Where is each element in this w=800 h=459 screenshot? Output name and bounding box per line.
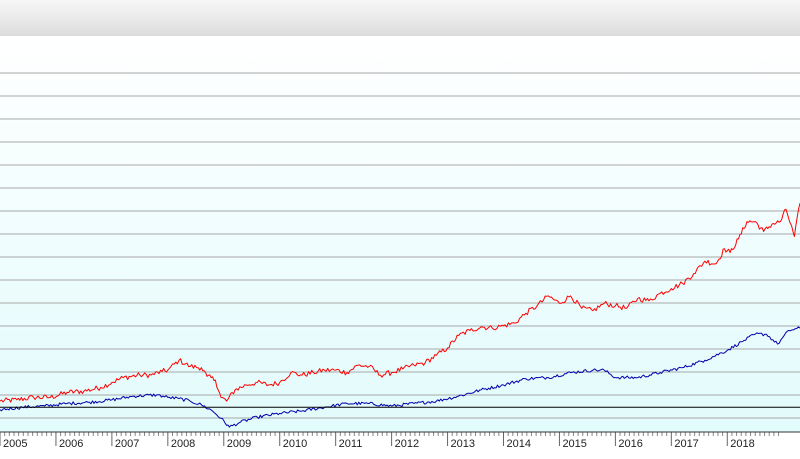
x-tick-label: 2014 (506, 438, 530, 450)
line-chart: 2005 2006 2007 2008 2009 2010 2011 2012 2013 2014… (0, 36, 800, 450)
series-line-red (0, 202, 800, 403)
x-tick-label: 2010 (283, 438, 307, 450)
x-tick-labels: 2005 2006 2007 2008 2009 2010 2011 2012 2013 2014… (3, 438, 755, 450)
gridlines (0, 72, 800, 419)
x-tick-label: 2005 (3, 438, 27, 450)
x-tick-label: 2006 (59, 438, 83, 450)
x-tick-label: 2009 (227, 438, 251, 450)
x-tick-label: 2013 (451, 438, 475, 450)
x-tick-label: 2018 (730, 438, 754, 450)
x-tick-label: 2008 (171, 438, 195, 450)
x-tick-label: 2012 (395, 438, 419, 450)
x-ticks (0, 432, 780, 446)
x-tick-label: 2007 (115, 438, 139, 450)
series-lines (0, 202, 800, 428)
x-tick-label: 2011 (339, 438, 363, 450)
x-tick-label: 2015 (562, 438, 586, 450)
x-tick-label: 2016 (618, 438, 642, 450)
header-bar (0, 0, 800, 37)
series-line-blue (0, 326, 800, 428)
x-tick-label: 2017 (674, 438, 698, 450)
